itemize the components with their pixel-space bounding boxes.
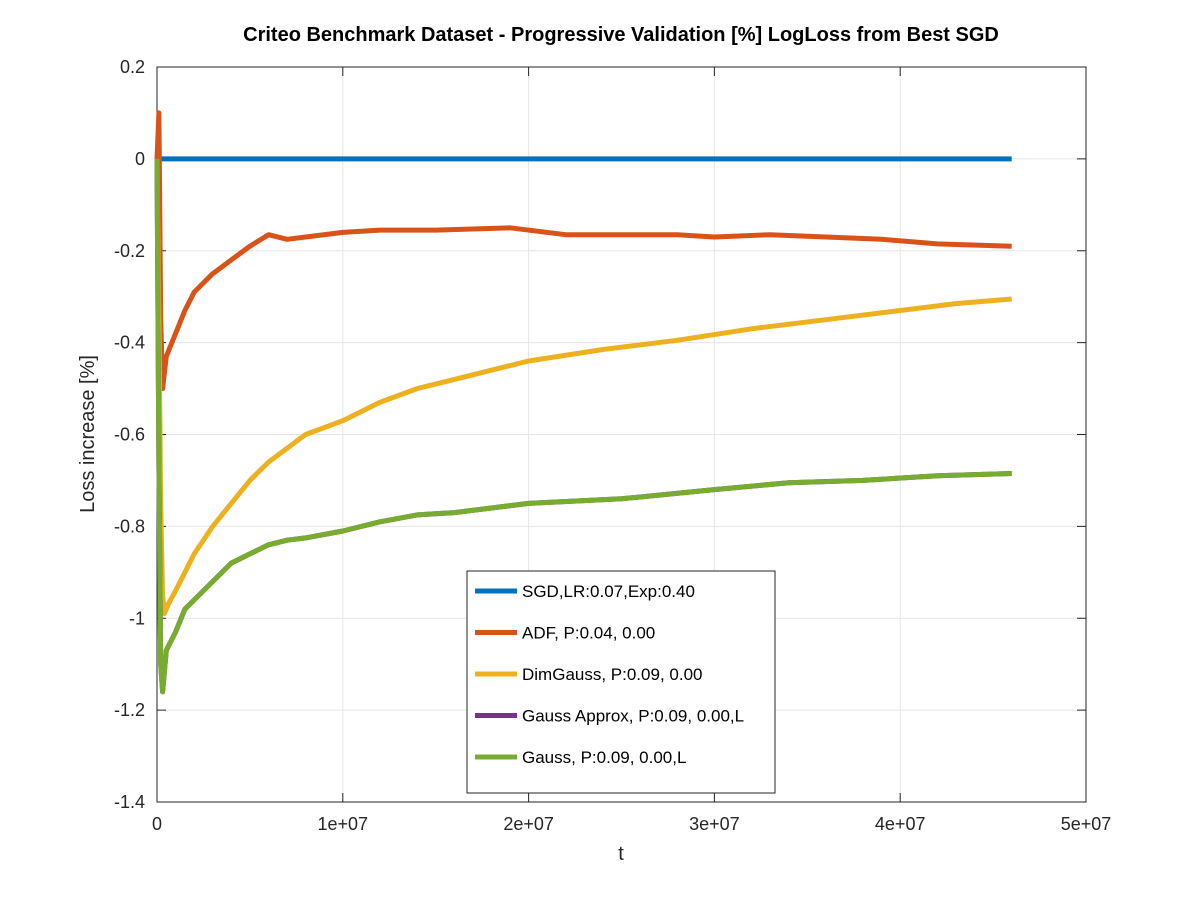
legend-label: Gauss Approx, P:0.09, 0.00,L	[522, 707, 744, 726]
y-tick-label: 0.2	[120, 57, 145, 77]
y-axis-label: Loss increase [%]	[77, 355, 99, 513]
series-lines	[154, 110, 1012, 695]
x-axis-label: t	[618, 843, 624, 865]
y-tick-label: -0.8	[114, 516, 145, 536]
y-tick-label: -1.4	[114, 792, 145, 812]
legend-label: ADF, P:0.04, 0.00	[522, 624, 655, 643]
y-tick-label: -1	[129, 608, 145, 628]
series-line-3	[154, 158, 1012, 617]
x-tick-label: 5e+07	[1061, 814, 1112, 834]
chart-title: Criteo Benchmark Dataset - Progressive V…	[243, 24, 999, 46]
y-tick-label: -0.4	[114, 333, 145, 353]
axis-ticks: 0 1e+07 2e+07 3e+07 4e+07 5e+07 0.2 0 -0.2 -0.4 -0…	[114, 57, 1111, 834]
y-tick-label: -1.2	[114, 700, 145, 720]
x-tick-label: 1e+07	[318, 814, 369, 834]
x-tick-label: 3e+07	[689, 814, 740, 834]
series-line-5	[154, 158, 1012, 695]
y-tick-label: -0.2	[114, 241, 145, 261]
legend: SGD,LR:0.07,Exp:0.40 ADF, P:0.04, 0.00 Dim…	[466, 570, 776, 794]
y-tick-label: -0.6	[114, 425, 145, 445]
x-tick-label: 2e+07	[503, 814, 554, 834]
series-line-2	[154, 110, 1012, 392]
legend-box	[466, 570, 776, 794]
legend-label: DimGauss, P:0.09, 0.00	[522, 665, 702, 684]
legend-label: SGD,LR:0.07,Exp:0.40	[522, 582, 695, 601]
x-tick-label: 0	[152, 814, 162, 834]
y-tick-label: 0	[135, 149, 145, 169]
legend-label: Gauss, P:0.09, 0.00,L	[522, 748, 686, 767]
x-tick-label: 4e+07	[875, 814, 926, 834]
